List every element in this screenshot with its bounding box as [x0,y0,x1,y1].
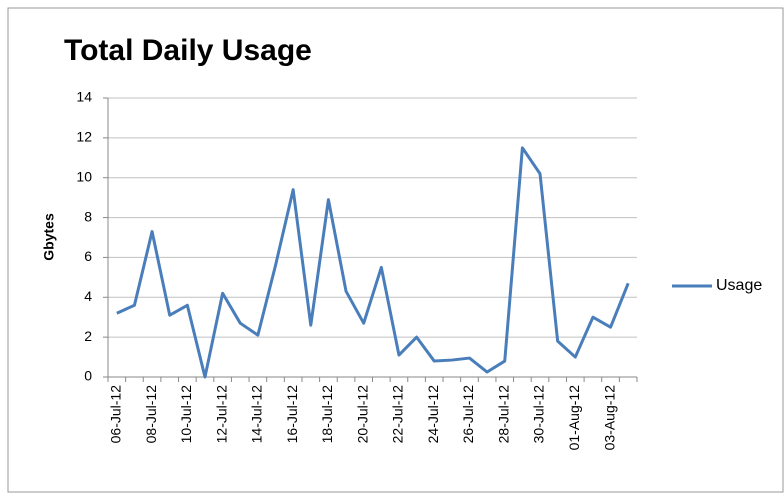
y-tick-label: 2 [84,328,92,344]
y-tick-label: 10 [76,168,92,184]
x-tick-label: 30-Jul-12 [531,385,547,444]
y-tick-label: 0 [84,368,92,384]
y-axis-label: Gbytes [41,213,57,261]
legend-label: Usage [716,277,762,294]
x-tick-label: 03-Aug-12 [601,385,617,451]
x-tick-label: 14-Jul-12 [249,385,265,444]
data-line [116,146,630,379]
x-tick-label: 01-Aug-12 [566,385,582,451]
x-tick-label: 08-Jul-12 [143,385,159,444]
x-tick-label: 22-Jul-12 [390,385,406,444]
y-tick-label: 14 [76,89,92,105]
chart-title: Total Daily Usage [64,34,312,67]
x-tick-label: 24-Jul-12 [425,385,441,444]
y-tick-label: 6 [84,248,92,264]
x-tick-label: 06-Jul-12 [108,385,124,444]
x-tick-label: 20-Jul-12 [354,385,370,444]
y-tick-label: 8 [84,208,92,224]
y-tick-label: 12 [76,129,92,145]
x-tick-label: 16-Jul-12 [284,385,300,444]
chart-frame [7,7,784,493]
x-tick-label: 26-Jul-12 [460,385,476,444]
y-tick-label: 4 [84,288,92,304]
x-tick-label: 10-Jul-12 [178,385,194,444]
x-tick-label: 18-Jul-12 [319,385,335,444]
x-tick-label: 12-Jul-12 [213,385,229,444]
x-tick-label: 28-Jul-12 [495,385,511,444]
